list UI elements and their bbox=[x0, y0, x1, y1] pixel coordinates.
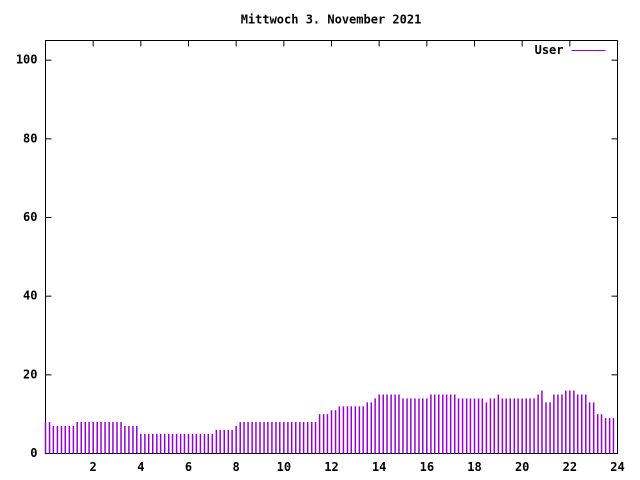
x-tick-label: 6 bbox=[185, 460, 192, 474]
y-tick-label: 80 bbox=[23, 131, 37, 145]
chart-title: Mittwoch 3. November 2021 bbox=[241, 13, 422, 27]
x-tick-label: 16 bbox=[420, 460, 434, 474]
y-tick-label: 20 bbox=[23, 367, 37, 381]
x-tick-label: 12 bbox=[324, 460, 338, 474]
x-tick-label: 20 bbox=[515, 460, 529, 474]
y-tick-label: 0 bbox=[30, 446, 37, 460]
x-tick-label: 14 bbox=[372, 460, 386, 474]
y-tick-label: 60 bbox=[23, 210, 37, 224]
x-tick-label: 8 bbox=[233, 460, 240, 474]
y-tick-label: 40 bbox=[23, 289, 37, 303]
x-tick-label: 10 bbox=[277, 460, 291, 474]
x-tick-label: 4 bbox=[137, 460, 144, 474]
y-tick-label: 100 bbox=[16, 53, 38, 67]
legend-label: User bbox=[535, 43, 564, 57]
x-tick-label: 18 bbox=[467, 460, 481, 474]
x-tick-label: 24 bbox=[610, 460, 624, 474]
x-tick-label: 2 bbox=[90, 460, 97, 474]
x-tick-label: 22 bbox=[563, 460, 577, 474]
